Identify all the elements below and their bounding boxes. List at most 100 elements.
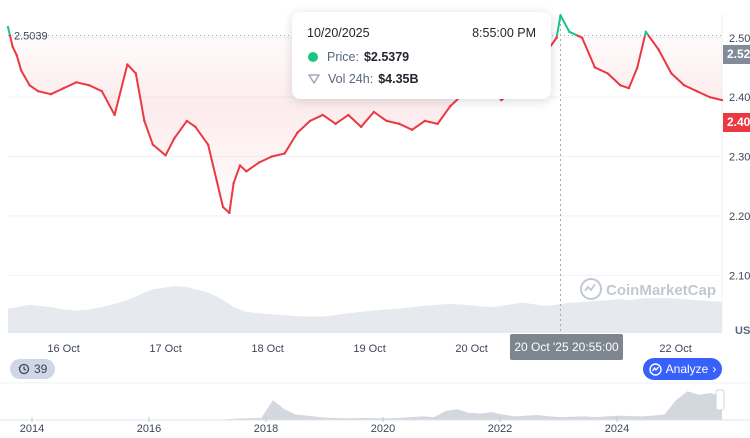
y-tick-label: 2.50: [729, 33, 750, 45]
navigator-year-label: 2022: [488, 423, 512, 433]
price-point: [164, 154, 166, 156]
price-point: [101, 90, 103, 92]
hover-tooltip: 10/20/2025 8:55:00 PM Price: $2.5379 Vol…: [292, 12, 551, 99]
price-point: [245, 170, 247, 172]
price-point: [555, 37, 557, 39]
price-point: [373, 111, 375, 113]
tooltip-time: 8:55:00 PM: [472, 26, 536, 40]
price-point: [708, 96, 710, 98]
navigator-year-label: 2014: [20, 423, 44, 433]
price-point: [173, 138, 175, 140]
price-point: [228, 212, 230, 214]
price-point: [283, 152, 285, 154]
price-point: [424, 120, 426, 122]
price-point: [11, 45, 13, 47]
price-point: [194, 126, 196, 128]
price-point: [670, 72, 672, 74]
navigator-year-label: 2024: [605, 423, 629, 433]
tooltip-volume-value: $4.35B: [378, 72, 418, 86]
y-axis: 2.102.202.302.402.50: [729, 33, 750, 283]
x-tick-label: 16 Oct: [47, 343, 79, 355]
price-point: [449, 105, 451, 107]
price-point: [296, 132, 298, 134]
analyze-label: Analyze: [666, 362, 709, 376]
tooltip-price-value: $2.5379: [364, 50, 409, 64]
price-point: [239, 164, 241, 166]
navigator-year-label: 2018: [254, 423, 278, 433]
x-tick-label: 17 Oct: [149, 343, 181, 355]
crosshair-time-label: 20 Oct '25 20:55:00: [510, 334, 623, 360]
price-segment: [569, 32, 577, 36]
price-point: [20, 69, 22, 71]
price-point: [16, 54, 18, 56]
price-point: [619, 84, 621, 86]
price-point: [88, 84, 90, 86]
price-point: [683, 84, 685, 86]
price-point: [37, 90, 39, 92]
tooltip-volume-row: Vol 24h: $4.35B: [308, 72, 419, 86]
price-point: [28, 84, 30, 86]
price-point: [186, 120, 188, 122]
price-point: [696, 90, 698, 92]
x-tick-label: 20 Oct: [455, 343, 487, 355]
price-point: [657, 48, 659, 50]
start-price-tag: 2.52: [723, 45, 750, 64]
analyze-icon: [649, 363, 662, 376]
price-point: [152, 143, 154, 145]
price-point: [645, 31, 647, 33]
price-point: [347, 114, 349, 116]
currency-label: US: [735, 325, 750, 337]
events-badge[interactable]: 39: [10, 359, 55, 379]
current-price-tag: 2.40: [723, 113, 750, 132]
price-point: [126, 63, 128, 65]
price-point: [385, 120, 387, 122]
price-point: [398, 123, 400, 125]
navigator-year-label: 2020: [371, 423, 395, 433]
price-point: [436, 123, 438, 125]
price-segment: [561, 15, 570, 32]
price-point: [360, 126, 362, 128]
price-point: [113, 114, 115, 116]
watermark: CoinMarketCap: [581, 279, 716, 299]
price-point: [559, 14, 561, 16]
price-point: [636, 66, 638, 68]
price-dot-icon: [308, 52, 318, 62]
navigator-handle[interactable]: [716, 390, 724, 410]
y-tick-label: 2.30: [729, 152, 750, 164]
tooltip-price-row: Price: $2.5379: [308, 50, 409, 64]
events-count: 39: [34, 362, 47, 376]
price-point: [322, 114, 324, 116]
price-segment: [557, 15, 560, 35]
price-point: [628, 87, 630, 89]
price-point: [215, 179, 217, 181]
price-point: [271, 155, 273, 157]
y-tick-label: 2.10: [729, 270, 750, 282]
price-point: [75, 81, 77, 83]
watermark-text: CoinMarketCap: [606, 282, 716, 299]
history-icon: [18, 363, 30, 375]
x-tick-label: 22 Oct: [659, 343, 691, 355]
price-point: [222, 206, 224, 208]
price-point: [62, 87, 64, 89]
price-point: [568, 31, 570, 33]
navigator-volume: [8, 391, 722, 420]
navigator-year-label: 2016: [137, 423, 161, 433]
tooltip-date: 10/20/2025: [307, 26, 370, 40]
chevron-right-icon: ›: [712, 362, 716, 376]
tooltip-price-label: Price:: [327, 50, 359, 64]
price-segment: [8, 27, 10, 35]
analyze-button[interactable]: Analyze ›: [643, 358, 722, 380]
price-point: [334, 123, 336, 125]
price-point: [500, 99, 502, 101]
price-point: [207, 143, 209, 145]
price-point: [411, 129, 413, 131]
price-point: [143, 120, 145, 122]
x-tick-label: 19 Oct: [353, 343, 385, 355]
price-point: [50, 93, 52, 95]
volume-icon: [308, 74, 320, 84]
price-point: [7, 26, 9, 28]
price-point: [581, 37, 583, 39]
price-point: [309, 120, 311, 122]
price-point: [721, 99, 723, 101]
